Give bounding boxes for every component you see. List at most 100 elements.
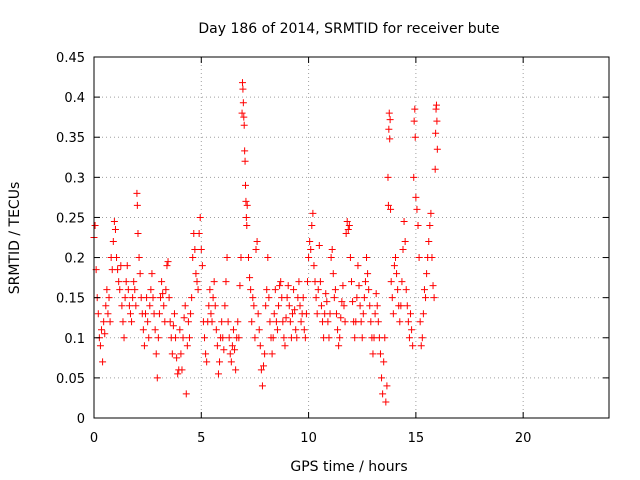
data-point xyxy=(144,318,152,326)
data-point xyxy=(400,217,408,225)
data-point xyxy=(221,302,229,310)
data-point xyxy=(240,121,248,129)
data-point xyxy=(252,246,260,254)
data-point xyxy=(264,254,272,262)
data-point xyxy=(371,310,379,318)
data-point xyxy=(330,294,338,302)
data-point xyxy=(121,294,129,302)
y-tick-label: 0 xyxy=(77,412,85,427)
data-point xyxy=(387,205,395,213)
data-point xyxy=(120,334,128,342)
data-point xyxy=(248,318,256,326)
data-point xyxy=(181,302,189,310)
data-point xyxy=(415,254,423,262)
data-point xyxy=(113,254,121,262)
data-point xyxy=(185,334,193,342)
data-point xyxy=(174,370,182,378)
data-point xyxy=(317,302,325,310)
data-point xyxy=(384,173,392,181)
data-point xyxy=(432,101,440,109)
data-point xyxy=(164,258,172,266)
data-point xyxy=(189,254,197,262)
data-point xyxy=(216,358,224,366)
data-point xyxy=(187,310,195,318)
data-point xyxy=(410,173,418,181)
data-point xyxy=(425,238,433,246)
data-point xyxy=(268,350,276,358)
data-point xyxy=(290,286,298,294)
data-point xyxy=(243,221,251,229)
data-point xyxy=(301,334,309,342)
data-point xyxy=(282,314,290,322)
data-point xyxy=(146,302,154,310)
data-point xyxy=(213,342,221,350)
data-point xyxy=(178,366,186,374)
plot-frame xyxy=(93,56,610,419)
data-point xyxy=(422,294,430,302)
data-point xyxy=(169,322,177,330)
data-point xyxy=(239,99,247,107)
data-point xyxy=(402,286,410,294)
data-point xyxy=(260,362,268,370)
data-point xyxy=(116,286,124,294)
data-point xyxy=(411,105,419,113)
data-point xyxy=(359,310,367,318)
axis-ticks: 0 0.05 0.1 0.15 0.2 0.25 0.3 0.35 0.4 0.45 0 5 10 15 2… xyxy=(56,51,609,446)
data-point xyxy=(299,294,307,302)
data-point xyxy=(310,262,318,270)
data-point xyxy=(106,318,114,326)
data-point xyxy=(378,374,386,382)
data-point xyxy=(288,310,296,318)
data-point xyxy=(336,334,344,342)
data-point xyxy=(209,294,217,302)
data-point xyxy=(414,221,422,229)
data-point xyxy=(313,310,321,318)
chart-title: Day 186 of 2014, SRMTID for receiver but… xyxy=(198,21,499,37)
data-point xyxy=(160,302,168,310)
data-point xyxy=(152,350,160,358)
data-point xyxy=(247,286,255,294)
data-point xyxy=(263,286,271,294)
data-point xyxy=(114,266,122,274)
data-point xyxy=(151,326,159,334)
data-point xyxy=(297,318,305,326)
data-point xyxy=(379,390,387,398)
data-point xyxy=(255,326,263,334)
data-point xyxy=(432,129,440,137)
data-point xyxy=(266,318,274,326)
data-point xyxy=(300,326,308,334)
data-point xyxy=(361,278,369,286)
data-point xyxy=(409,342,417,350)
data-point xyxy=(353,294,361,302)
y-tick-label: 0.2 xyxy=(64,252,85,267)
data-point xyxy=(281,342,289,350)
y-tick-label: 0.1 xyxy=(64,332,85,347)
data-point xyxy=(381,334,389,342)
data-point xyxy=(124,286,132,294)
data-point xyxy=(328,246,336,254)
data-point xyxy=(342,229,350,237)
data-point xyxy=(143,294,151,302)
data-point xyxy=(207,310,215,318)
data-point xyxy=(396,318,404,326)
data-points xyxy=(90,79,441,406)
data-point xyxy=(91,221,99,229)
data-point xyxy=(242,197,250,205)
y-tick-label: 0.3 xyxy=(64,171,85,186)
data-point xyxy=(314,286,322,294)
data-point xyxy=(98,326,106,334)
data-point xyxy=(191,246,199,254)
data-point xyxy=(408,326,416,334)
data-point xyxy=(277,278,285,286)
data-point xyxy=(122,278,130,286)
data-point xyxy=(130,278,138,286)
data-point xyxy=(295,278,303,286)
data-point xyxy=(332,310,340,318)
y-tick-label: 0.45 xyxy=(56,51,85,66)
data-point xyxy=(115,278,123,286)
data-point xyxy=(399,246,407,254)
data-point xyxy=(356,302,364,310)
data-point xyxy=(339,282,347,290)
